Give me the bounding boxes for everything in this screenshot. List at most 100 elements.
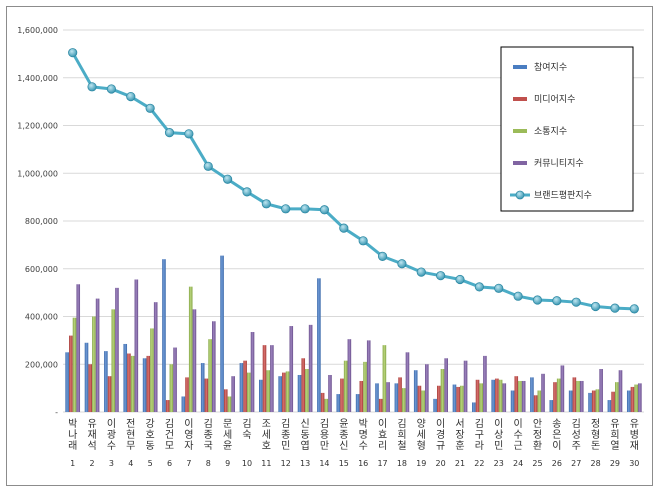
line-point	[610, 303, 620, 313]
category-name-char: 석	[87, 440, 96, 452]
bar	[510, 390, 515, 412]
category-name-char: 김	[320, 418, 329, 430]
category-name-char: 안	[533, 418, 542, 430]
category-name-char: 김	[572, 418, 581, 430]
bar	[343, 360, 348, 412]
category-rank: 28	[590, 459, 600, 468]
line-point	[397, 259, 407, 269]
category-rank: 27	[571, 459, 581, 468]
x-category: 신동엽 13	[300, 418, 310, 468]
bar	[278, 376, 282, 412]
legend-label: 커뮤니티지수	[534, 158, 584, 169]
bar	[259, 379, 263, 412]
category-name-char: 김	[397, 418, 406, 430]
bar	[630, 386, 635, 412]
category-name-char: 김	[475, 418, 484, 430]
line-point	[416, 267, 426, 277]
category-name-char: 성	[572, 429, 581, 441]
bar	[382, 345, 387, 412]
line-point	[552, 296, 562, 306]
bar	[301, 358, 306, 412]
category-name-char: 강	[146, 418, 155, 430]
bar	[440, 369, 445, 412]
line-point	[164, 128, 175, 138]
line-point	[319, 205, 330, 215]
bar	[72, 317, 77, 412]
bar	[162, 259, 166, 412]
category-name-char: 김	[204, 418, 213, 430]
bar	[88, 364, 92, 412]
category-name-char: 이	[378, 418, 387, 430]
bar	[65, 352, 69, 412]
category-name-char: 건	[165, 429, 174, 441]
category-name-char: 수	[107, 440, 116, 452]
category-name-char: 정	[591, 418, 600, 430]
category-name-char: 용	[320, 429, 329, 441]
bar	[320, 392, 325, 412]
category-rank: 22	[474, 459, 484, 468]
category-rank: 13	[300, 459, 310, 468]
x-category: 문세윤 9	[223, 418, 232, 468]
bar	[498, 379, 503, 412]
line-point	[436, 271, 446, 281]
category-rank: 7	[186, 459, 191, 468]
brand-index-line	[68, 48, 639, 314]
x-category: 전현무 4	[126, 418, 135, 468]
category-name-char: 현	[126, 429, 135, 441]
category-name-char: 엽	[300, 440, 309, 452]
legend-label: 소통지수	[534, 126, 567, 137]
category-name-char: 규	[436, 441, 445, 452]
bar	[243, 360, 247, 412]
bar	[421, 390, 425, 412]
category-name-char: 무	[126, 441, 135, 452]
line-point	[590, 301, 601, 312]
bar	[502, 383, 507, 412]
category-rank: 11	[261, 459, 271, 468]
category-rank: 25	[532, 459, 542, 468]
category-name-char: 장	[455, 429, 464, 441]
bar	[282, 372, 286, 412]
category-rank: 12	[281, 459, 291, 468]
category-rank: 29	[610, 459, 620, 468]
x-category: 김용만 14	[319, 418, 329, 468]
category-name-char: 돈	[591, 440, 600, 452]
x-category: 윤종신 15	[339, 418, 349, 468]
bar	[305, 369, 309, 412]
bar	[212, 321, 216, 412]
bar	[227, 396, 232, 412]
category-name-char: 병	[630, 429, 639, 441]
bar	[366, 340, 371, 413]
category-name-char: 열	[610, 440, 619, 452]
bar	[444, 358, 448, 412]
bar	[401, 388, 406, 413]
category-name-char: 재	[630, 440, 639, 452]
bar	[173, 347, 177, 412]
category-name-char: 신	[339, 440, 348, 452]
y-tick-label: 800,000	[25, 217, 58, 226]
bar	[475, 379, 480, 412]
x-category: 이경규 20	[436, 418, 446, 468]
legend-label: 미디어지수	[534, 94, 575, 105]
line-point	[571, 297, 581, 307]
bar	[483, 355, 487, 412]
category-name-char: 희	[610, 429, 619, 441]
legend-marker	[515, 190, 525, 200]
bar	[231, 376, 235, 412]
bar	[130, 355, 135, 412]
line-point	[532, 295, 543, 305]
category-rank: 26	[552, 459, 562, 468]
bar	[530, 377, 534, 412]
category-rank: 21	[455, 459, 465, 468]
x-category: 이상민 23	[494, 418, 504, 468]
x-category: 유병재 30	[629, 418, 639, 468]
bar	[599, 369, 603, 412]
category-name-char: 효	[378, 429, 387, 441]
bar	[188, 286, 193, 412]
bar	[572, 377, 577, 412]
x-category: 김종민 12	[281, 418, 291, 468]
y-tick-label: 200,000	[25, 360, 58, 369]
category-rank: 23	[494, 459, 504, 468]
category-name-char: 박	[359, 418, 368, 430]
line-point	[358, 236, 368, 246]
category-name-char: 영	[184, 429, 193, 441]
